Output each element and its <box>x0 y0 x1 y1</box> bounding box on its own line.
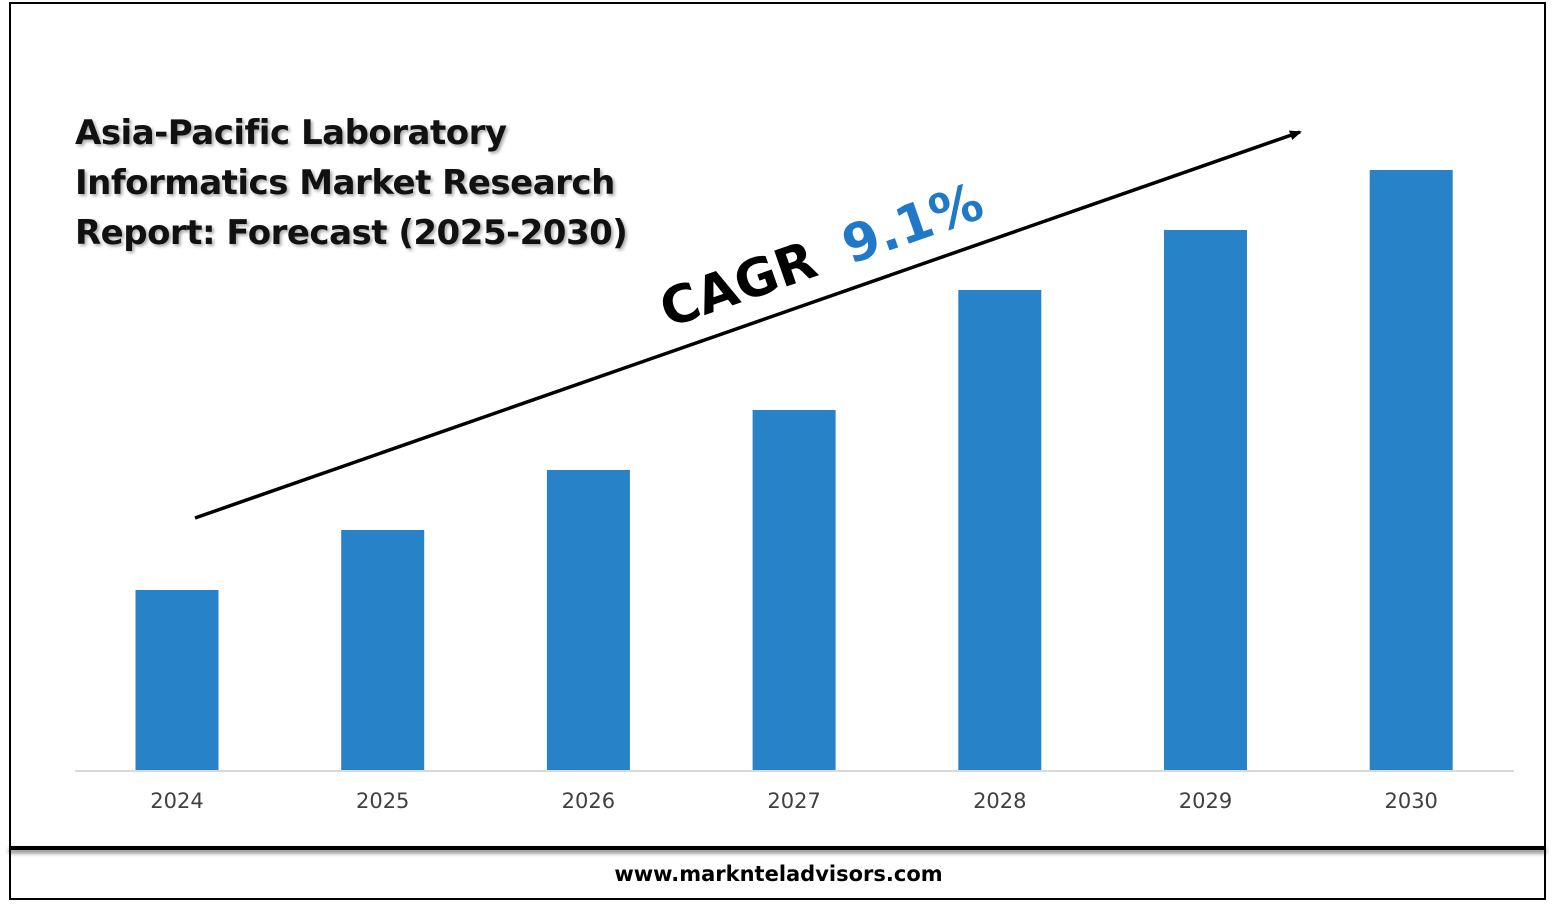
x-tick-label-2026: 2026 <box>562 789 615 813</box>
x-tick-label-2029: 2029 <box>1179 789 1232 813</box>
x-tick-labels: 2024 2025 2026 2027 2028 2029 2030 <box>150 789 1438 813</box>
x-tick-label-2027: 2027 <box>767 789 820 813</box>
trend-arrow <box>194 130 1302 520</box>
bar-2026 <box>546 470 630 770</box>
footer-website: www.marknteladvisors.com <box>614 862 943 886</box>
x-tick-label-2030: 2030 <box>1384 789 1437 813</box>
bars-group <box>135 170 1453 770</box>
bar-2027 <box>752 410 836 770</box>
bar-2028 <box>958 290 1042 770</box>
chart-title: Asia-Pacific Laboratory Informatics Mark… <box>75 113 628 253</box>
bar-2029 <box>1164 230 1247 770</box>
cagr-label: CAGR <box>652 230 824 340</box>
x-tick-label-2025: 2025 <box>356 789 409 813</box>
bar-2025 <box>341 530 425 770</box>
x-tick-label-2028: 2028 <box>973 789 1026 813</box>
cagr-value: 9.1% <box>835 172 991 276</box>
footer-rule <box>9 846 1546 850</box>
x-tick-label-2024: 2024 <box>150 789 203 813</box>
bar-2030 <box>1369 170 1453 770</box>
bar-2024 <box>135 590 219 770</box>
